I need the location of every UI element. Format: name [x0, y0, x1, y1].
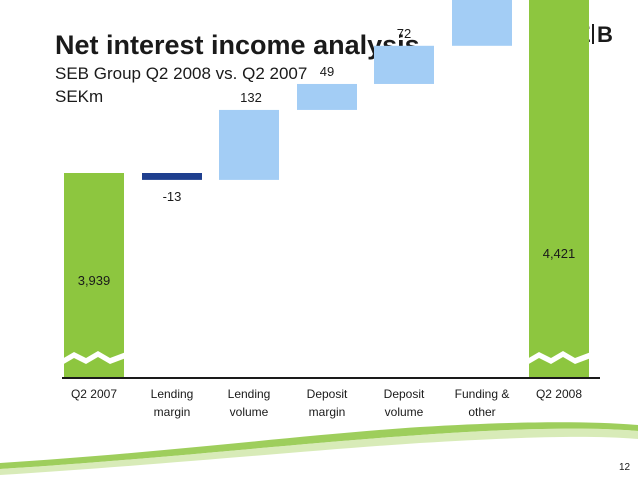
footer-swoosh: [0, 422, 638, 475]
tick-label-4-1: volume: [385, 405, 424, 419]
data-label-1: -13: [163, 189, 182, 204]
tick-label-1-1: margin: [154, 405, 191, 419]
bar-0: [64, 173, 124, 378]
data-label-2: 132: [240, 90, 262, 105]
tick-label-3-0: Deposit: [307, 387, 348, 401]
tick-label-5-0: Funding &: [455, 387, 510, 401]
tick-label-6-0: Q2 2008: [536, 387, 582, 401]
data-label-3: 49: [320, 64, 334, 79]
data-label-4: 72: [397, 26, 411, 41]
bar-5: [452, 0, 512, 46]
bar-3: [297, 83, 357, 110]
axis-break-6: [527, 351, 591, 365]
data-label-6: 4,421: [543, 246, 576, 261]
bar-4: [374, 45, 434, 84]
page-number: 12: [619, 462, 631, 473]
axis-break-0: [62, 351, 126, 365]
data-label-0: 3,939: [78, 273, 111, 288]
slide-title: Net interest income analysis: [55, 30, 420, 60]
tick-label-0-0: Q2 2007: [71, 387, 117, 401]
bar-6: [529, 0, 589, 378]
bar-1: [142, 173, 202, 180]
tick-label-4-0: Deposit: [384, 387, 425, 401]
tick-label-1-0: Lending: [151, 387, 194, 401]
tick-label-5-1: other: [468, 405, 495, 419]
tick-label-2-0: Lending: [228, 387, 271, 401]
tick-label-3-1: margin: [309, 405, 346, 419]
tick-label-2-1: volume: [230, 405, 269, 419]
svg-text:B: B: [597, 22, 613, 46]
unit-label: SEKm: [55, 87, 104, 106]
bar-2: [219, 109, 279, 180]
slide-subtitle: SEB Group Q2 2008 vs. Q2 2007: [55, 64, 308, 83]
